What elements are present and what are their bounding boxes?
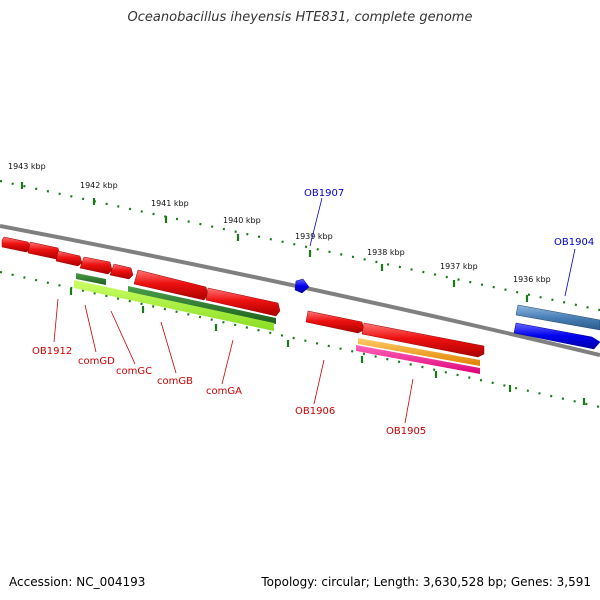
gene-label-comgc: comGC <box>116 366 152 377</box>
gene-label-comgd: comGD <box>78 356 115 367</box>
gene-label-ob1912: OB1912 <box>32 346 72 357</box>
gene-label-ob1904: OB1904 <box>554 237 594 248</box>
gene-ob1912-arrow[interactable] <box>1 236 33 253</box>
scale-label: 1938 kbp <box>367 248 405 257</box>
gene-ob1905-arrow[interactable] <box>361 322 485 358</box>
gene-red-long-a[interactable] <box>133 269 209 301</box>
forward-gene-group <box>1 236 281 317</box>
scale-label: 1940 kbp <box>223 216 261 225</box>
label-leaders <box>53 197 576 424</box>
gene-ob1904-blue-arrow[interactable] <box>513 322 600 350</box>
genome-title: Oceanobacillus iheyensis HTE831, complet… <box>127 10 473 25</box>
gene-ob1906-arrow[interactable] <box>305 310 365 334</box>
gene-orange-bar[interactable] <box>358 338 480 366</box>
gene-lightgreen-bar[interactable] <box>74 280 274 331</box>
gene-ob1907-arrow[interactable] <box>294 278 310 294</box>
upper-major-ticks <box>20 182 529 302</box>
scale-label: 1937 kbp <box>440 262 478 271</box>
gene-ob1904-steel-arrow[interactable] <box>515 304 600 331</box>
gene-pink-bar[interactable] <box>356 345 480 374</box>
scale-label: 1942 kbp <box>80 181 118 190</box>
gene-red-long-b[interactable] <box>205 287 281 317</box>
gene-label-ob1906: OB1906 <box>295 406 335 417</box>
gene-comgc-arrow[interactable] <box>55 250 83 267</box>
scale-label: 1939 kbp <box>295 232 333 241</box>
gene-label-ob1907: OB1907 <box>304 188 344 199</box>
lower-major-ticks <box>69 288 586 405</box>
genome-summary-text: Topology: circular; Length: 3,630,528 bp… <box>261 575 591 589</box>
gene-label-ob1905: OB1905 <box>386 426 426 437</box>
gene-label-comga: comGA <box>206 386 242 397</box>
accession-text: Accession: NC_004193 <box>9 575 146 589</box>
scale-label: 1943 kbp <box>8 162 46 171</box>
scale-label: 1936 kbp <box>513 275 551 284</box>
gene-darkgreen-bar-a[interactable] <box>76 273 106 285</box>
gene-comga-arrow[interactable] <box>109 263 134 280</box>
scale-label: 1941 kbp <box>151 199 189 208</box>
gene-comgd-arrow[interactable] <box>27 241 61 260</box>
gene-comgb-arrow[interactable] <box>79 256 113 275</box>
gene-label-comgb: comGB <box>157 376 193 387</box>
gene-darkgreen-bar-b[interactable] <box>128 286 276 324</box>
